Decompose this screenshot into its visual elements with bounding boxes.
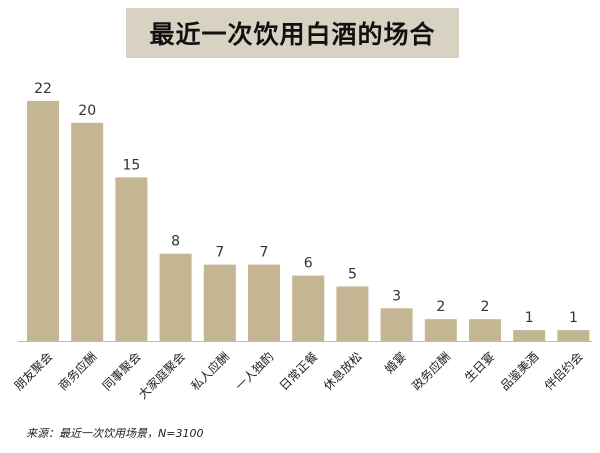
category-label-1: 商务应酬 (55, 349, 100, 394)
data-label-0: 22 (34, 81, 52, 97)
bar-0 (27, 101, 59, 341)
category-label-10: 生日宴 (461, 349, 497, 385)
source-note: 来源：最近一次饮用场景，N=3100 (26, 427, 204, 440)
chart-title: 最近一次饮用白酒的场合 (149, 20, 436, 49)
category-label-0: 朋友聚会 (11, 349, 55, 393)
category-label-11: 品鉴美酒 (498, 349, 542, 393)
category-label-7: 休息放松 (320, 349, 365, 394)
data-label-1: 20 (78, 103, 96, 119)
bar-2 (115, 177, 148, 341)
data-label-6: 6 (304, 256, 313, 272)
category-label-8: 婚宴 (381, 349, 409, 377)
data-label-12: 1 (569, 310, 578, 326)
category-label-4: 私人应酬 (188, 349, 233, 394)
category-label-6: 日常正餐 (276, 349, 321, 394)
bar-5 (248, 264, 280, 341)
data-label-4: 7 (215, 245, 224, 261)
bar-3 (159, 253, 192, 341)
bar-9 (424, 319, 457, 341)
bar-7 (336, 286, 369, 341)
bar-1 (71, 122, 104, 342)
category-label-12: 伴侣约会 (541, 349, 586, 394)
chart-title-box: 最近一次饮用白酒的场合 (126, 8, 459, 58)
bar-11 (513, 330, 546, 341)
bar-10 (469, 319, 501, 341)
data-label-8: 3 (392, 288, 401, 304)
category-label-5: 一人独酌 (232, 349, 276, 393)
bar-8 (380, 308, 413, 341)
data-label-10: 2 (481, 299, 490, 315)
data-label-2: 15 (122, 157, 140, 173)
bar-12 (557, 330, 590, 341)
data-label-7: 5 (348, 266, 357, 282)
category-label-3: 大家庭聚会 (135, 349, 188, 402)
data-label-11: 1 (525, 310, 534, 326)
bar-4 (203, 264, 236, 341)
category-label-9: 政务应酬 (409, 349, 454, 394)
data-label-9: 2 (436, 299, 445, 315)
data-label-5: 7 (260, 245, 269, 261)
category-label-2: 同事聚会 (100, 349, 144, 393)
bar-6 (292, 275, 325, 341)
data-label-3: 8 (171, 234, 180, 250)
